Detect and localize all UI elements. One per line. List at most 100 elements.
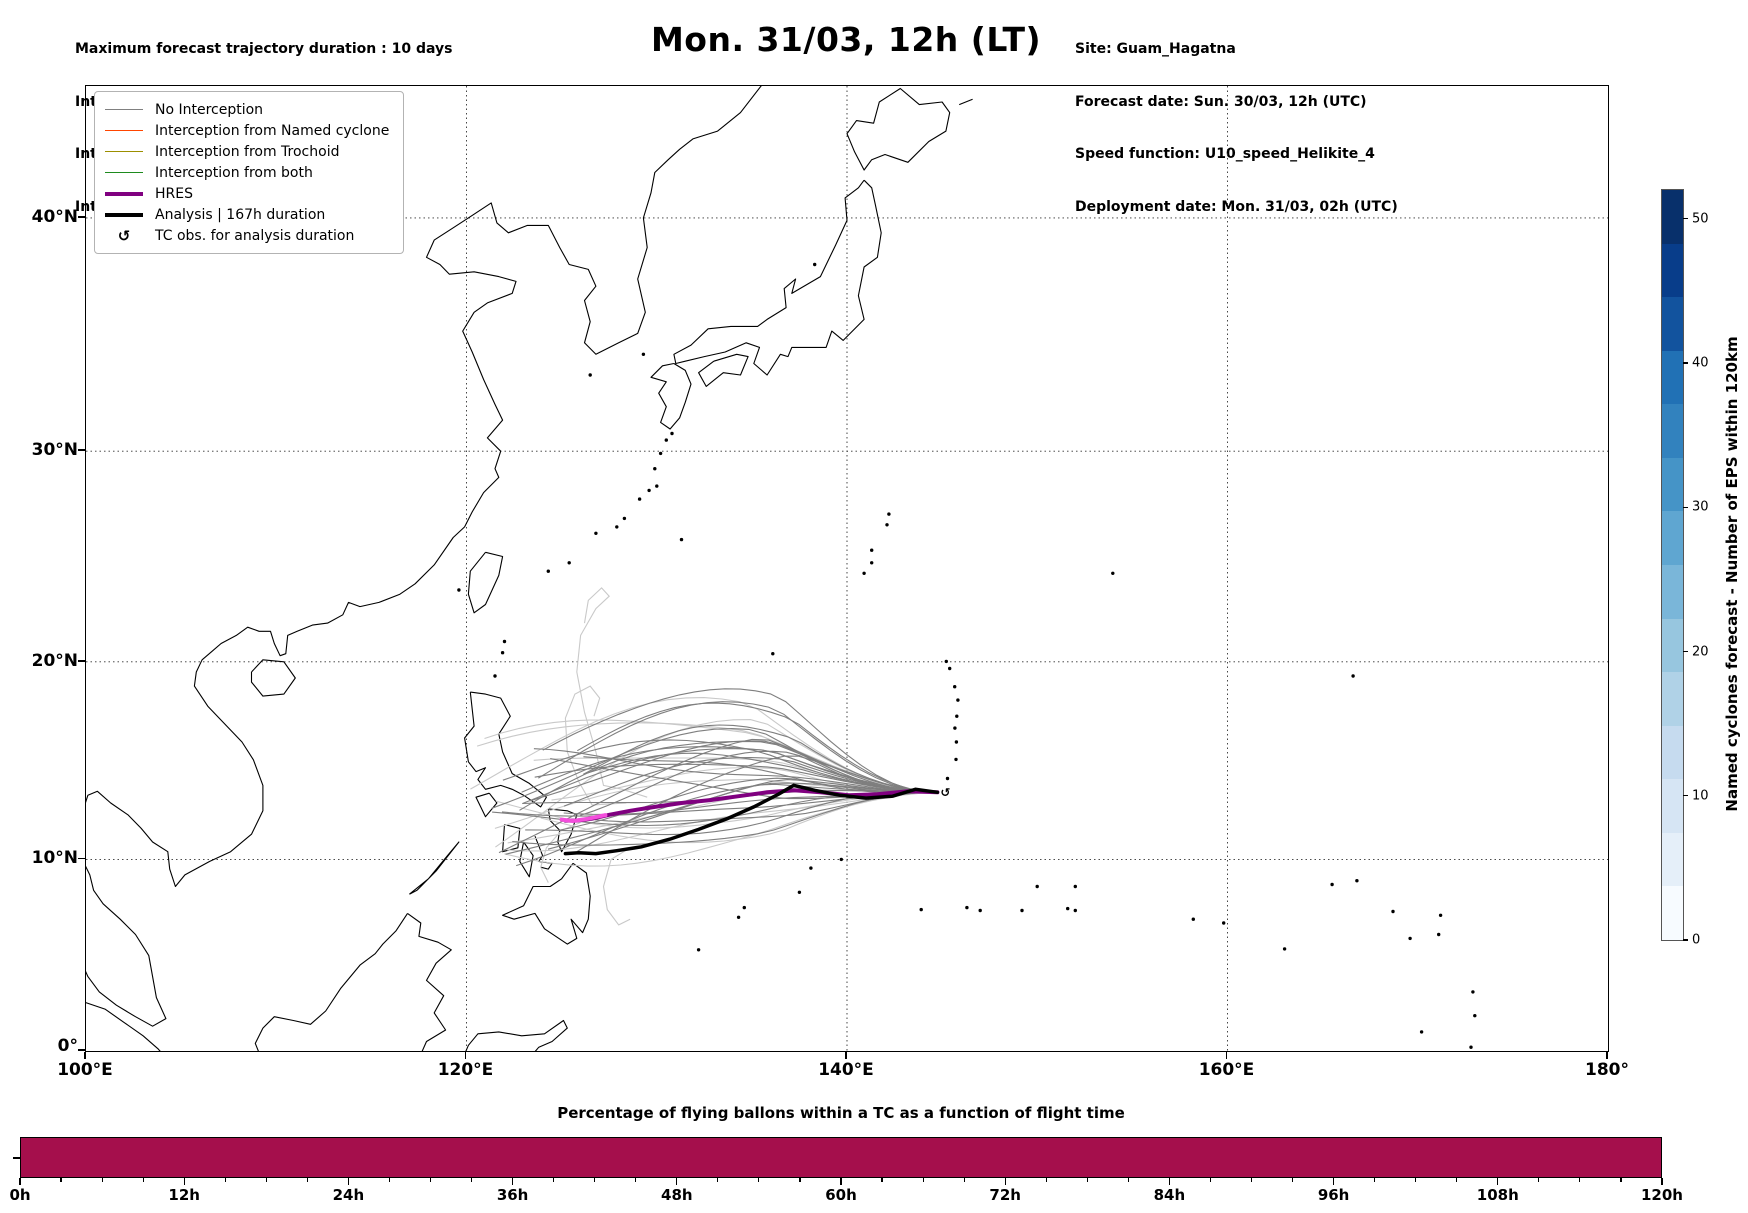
colorbar-band xyxy=(1662,886,1683,940)
island-dot-4 xyxy=(622,516,627,521)
x-tick-label-180°: 180° xyxy=(1585,1060,1629,1080)
site-info-block: Site: Guam_Hagatna Forecast date: Sun. 3… xyxy=(1075,6,1398,251)
flight-time-label-36h: 36h xyxy=(496,1186,529,1204)
colorbar-tick-label-30: 30 xyxy=(1692,499,1709,515)
legend-item-label: Interception from Trochoid xyxy=(155,143,340,160)
island-dot-57 xyxy=(1438,913,1443,917)
tc-obs-marker: ↺ xyxy=(940,785,950,799)
flight-time-label-24h: 24h xyxy=(332,1186,365,1204)
island-dot-26 xyxy=(457,588,461,592)
flight-time-major-tick xyxy=(1661,1178,1663,1185)
coastline-16 xyxy=(650,362,692,430)
colorbar-band xyxy=(1662,672,1683,726)
island-dot-45 xyxy=(1020,908,1024,913)
island-dot-6 xyxy=(647,488,651,493)
legend-line-swatch xyxy=(105,130,143,131)
flight-time-major-tick xyxy=(1497,1178,1499,1185)
colorbar-tick-label-0: 0 xyxy=(1692,932,1701,948)
y-tick-label-20°N: 20°N xyxy=(31,650,78,671)
eps-member-light-loop-2 xyxy=(602,847,631,926)
island-dot-32 xyxy=(956,698,960,702)
island-dot-38 xyxy=(839,857,843,862)
island-dot-33 xyxy=(953,685,957,689)
island-dot-30 xyxy=(953,726,957,730)
eps-member-light-loop-0 xyxy=(576,587,648,798)
eps-member-dark xyxy=(519,740,938,811)
island-dot-18 xyxy=(870,548,874,552)
page-title: Mon. 31/03, 12h (LT) xyxy=(650,20,1042,59)
eps-member-light-loop-3 xyxy=(540,821,581,883)
legend-item-label: Interception from Named cyclone xyxy=(155,122,390,139)
island-dot-1 xyxy=(567,561,571,565)
coastline-8 xyxy=(502,823,521,853)
legend-item-3: Interception from both xyxy=(105,162,389,183)
flight-time-minor-tick xyxy=(1127,1178,1129,1182)
colorbar-band xyxy=(1662,350,1683,405)
legend-item-tc-obs: ↺ TC obs. for analysis duration xyxy=(105,225,389,246)
y-tick-label-0°: 0° xyxy=(57,1036,78,1056)
island-dot-40 xyxy=(736,915,741,919)
legend-item-label: HRES xyxy=(155,185,193,202)
coastline-7 xyxy=(475,792,498,818)
colorbar-band xyxy=(1662,564,1683,619)
colorbar-tick-label-40: 40 xyxy=(1692,355,1709,371)
island-dot-9 xyxy=(653,467,657,471)
colorbar-tick-label-10: 10 xyxy=(1692,788,1709,804)
map-legend: No Interception Interception from Named c… xyxy=(94,91,405,254)
flight-time-minor-tick xyxy=(1456,1178,1458,1182)
eps-member-dark xyxy=(534,763,938,793)
eps-member-dark xyxy=(563,757,938,807)
island-dot-2 xyxy=(594,531,598,535)
y-tick-label-30°N: 30°N xyxy=(31,440,78,461)
island-dot-41 xyxy=(696,948,701,952)
colorbar-band xyxy=(1662,511,1683,565)
x-tick-label-120°E: 120°E xyxy=(437,1060,494,1080)
flight-time-major-tick xyxy=(512,1178,514,1185)
flight-time-label-12h: 12h xyxy=(168,1186,200,1204)
island-dot-31 xyxy=(955,714,959,718)
island-dot-5 xyxy=(637,497,642,501)
y-tick-mark xyxy=(78,449,85,451)
island-dot-25 xyxy=(502,639,507,644)
cyclone-obs-icon: ↺ xyxy=(117,226,131,245)
flight-time-minor-tick xyxy=(717,1178,719,1182)
island-dot-44 xyxy=(978,908,982,913)
flight-time-label-72h: 72h xyxy=(989,1186,1021,1204)
colorbar-band xyxy=(1662,832,1683,887)
flight-time-percentage-bar xyxy=(20,1137,1662,1178)
island-dot-11 xyxy=(670,431,674,436)
island-dot-27 xyxy=(945,776,950,781)
island-dot-13 xyxy=(588,373,592,377)
island-dot-51 xyxy=(1222,921,1226,925)
island-dot-48 xyxy=(1073,908,1077,913)
legend-item-label: Interception from both xyxy=(155,164,313,181)
flight-time-minor-tick xyxy=(1291,1178,1294,1182)
coastline-11 xyxy=(547,808,578,853)
island-dot-62 xyxy=(1419,1030,1424,1034)
legend-line-swatch xyxy=(105,109,143,110)
island-dot-22 xyxy=(771,652,775,656)
coastline-6 xyxy=(464,691,547,808)
island-dot-20 xyxy=(862,571,866,575)
colorbar-band xyxy=(1662,618,1683,673)
flight-time-label-84h: 84h xyxy=(1153,1186,1186,1204)
island-dot-24 xyxy=(493,674,497,678)
island-dot-52 xyxy=(1282,947,1287,951)
speed-function-line: Speed function: U10_speed_Helikite_4 xyxy=(1075,146,1375,162)
legend-item-1: Interception from Named cyclone xyxy=(105,120,389,141)
flight-time-minor-tick xyxy=(1250,1178,1253,1182)
colorbar-band xyxy=(1662,457,1683,512)
flight-time-y-tick xyxy=(13,1157,20,1159)
island-dot-12 xyxy=(679,537,684,542)
flight-time-label-120h: 120h xyxy=(1641,1186,1683,1204)
flight-time-minor-tick xyxy=(306,1178,308,1182)
flight-time-label-60h: 60h xyxy=(825,1186,857,1204)
flight-time-major-tick xyxy=(840,1178,842,1185)
eps-member-dark xyxy=(533,748,938,793)
hres-intercepted-tail xyxy=(559,813,608,824)
legend-item-0: No Interception xyxy=(105,99,389,120)
legend-line-swatch xyxy=(105,212,143,217)
coastline-3 xyxy=(465,1019,568,1051)
island-dot-23 xyxy=(500,651,505,655)
